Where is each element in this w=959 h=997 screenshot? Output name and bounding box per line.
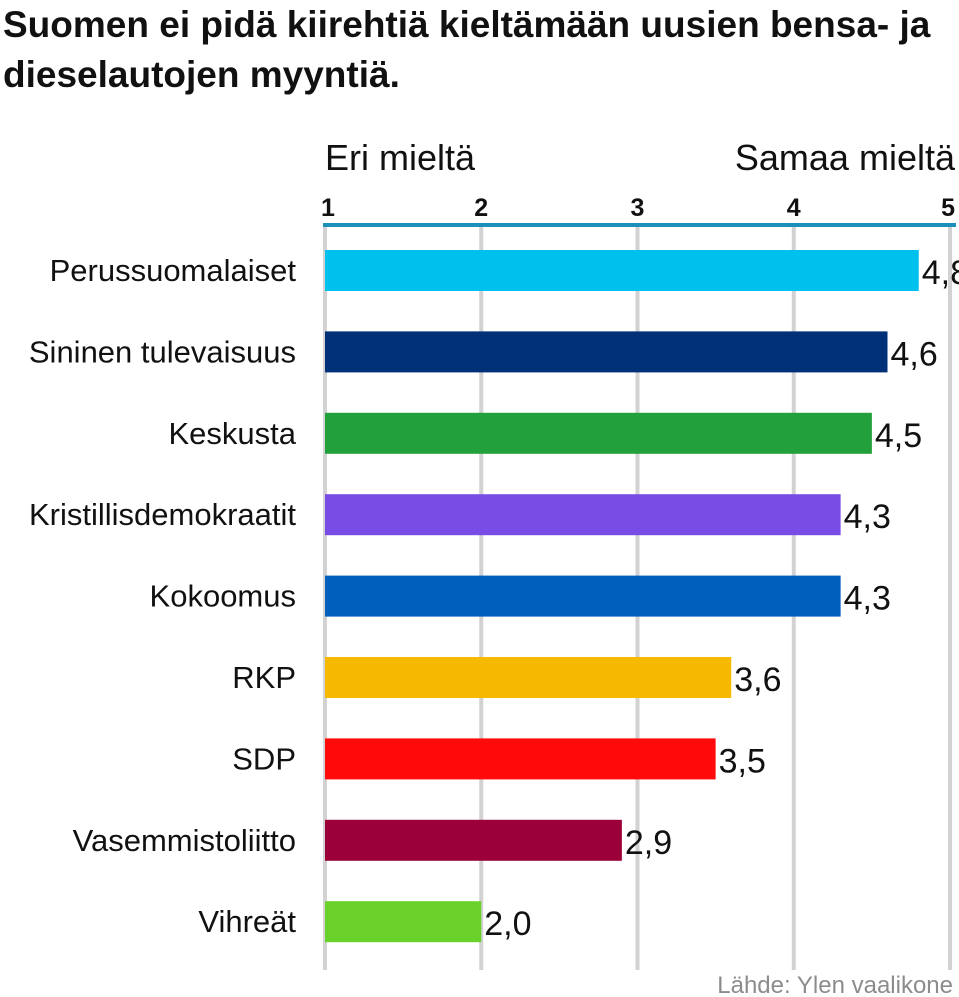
axis-ticks: 1 2 3 4 5 bbox=[321, 194, 955, 222]
category-label: Vasemmistoliitto bbox=[73, 823, 296, 858]
tick-label: 1 bbox=[321, 194, 335, 222]
value-label: 4,3 bbox=[844, 498, 891, 536]
tick-label: 3 bbox=[631, 194, 645, 222]
value-label: 4,8 bbox=[922, 254, 959, 292]
value-label: 3,5 bbox=[719, 742, 766, 780]
bar bbox=[325, 494, 841, 536]
source-note: Lähde: Ylen vaalikone bbox=[717, 972, 953, 997]
category-label: Keskusta bbox=[168, 416, 296, 451]
bar bbox=[325, 901, 482, 943]
chart-title: Suomen ei pidä kiirehtiä kieltämään uusi… bbox=[3, 4, 931, 95]
bar bbox=[325, 331, 888, 373]
value-label: 3,6 bbox=[734, 661, 781, 699]
bar bbox=[325, 412, 872, 454]
tick-label: 4 bbox=[787, 194, 801, 222]
tick-label: 2 bbox=[474, 194, 488, 222]
value-label: 4,5 bbox=[875, 417, 922, 455]
tick-label: 5 bbox=[941, 194, 955, 222]
category-label: Kokoomus bbox=[150, 579, 296, 614]
scale-low-label: Eri mieltä bbox=[325, 137, 476, 178]
bar bbox=[325, 738, 716, 780]
value-label: 2,0 bbox=[484, 905, 531, 943]
scale-high-label: Samaa mieltä bbox=[735, 137, 956, 178]
bar bbox=[325, 575, 841, 617]
category-label: RKP bbox=[232, 660, 296, 695]
value-label: 2,9 bbox=[625, 824, 672, 862]
category-label: Perussuomalaiset bbox=[50, 253, 297, 288]
category-label: Vihreät bbox=[198, 904, 296, 939]
bar bbox=[325, 657, 732, 698]
category-label: Kristillisdemokraatit bbox=[29, 497, 296, 532]
bar bbox=[325, 250, 919, 291]
category-label: Sininen tulevaisuus bbox=[29, 334, 296, 369]
value-label: 4,3 bbox=[844, 580, 891, 618]
bar bbox=[325, 819, 622, 861]
category-label: SDP bbox=[232, 741, 296, 776]
value-label: 4,6 bbox=[891, 335, 938, 373]
bars: Perussuomalaiset 4,8 Sininen tulevaisuus 4,… bbox=[29, 250, 959, 943]
